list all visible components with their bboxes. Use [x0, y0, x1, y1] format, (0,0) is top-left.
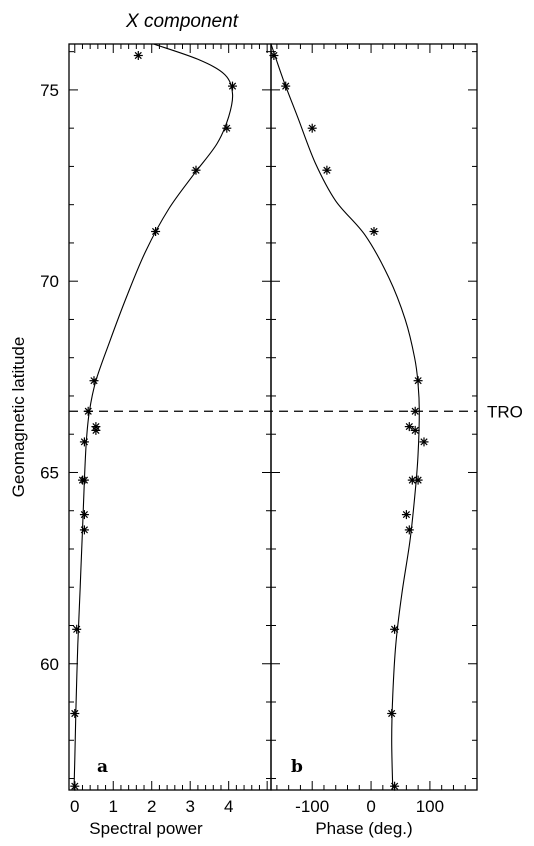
ytick-label: 60 [40, 655, 59, 674]
panel-a-xtick-label: 2 [147, 797, 156, 816]
panel-b-ticks: -100 0 100 [276, 44, 478, 816]
panel-a-point [89, 376, 99, 386]
panel-b-xtick-label: 100 [416, 797, 444, 816]
panel-b-point [419, 437, 429, 447]
panel-b-curve-group [270, 43, 420, 791]
panel-a-frame [68, 43, 272, 791]
panel-b-point [413, 376, 423, 386]
panel-b-point [401, 510, 411, 520]
panel-b-xtick-label: -100 [295, 797, 329, 816]
panel-a-point [72, 624, 82, 634]
panel-b-points [269, 51, 429, 791]
panel-a-point [191, 165, 201, 175]
panel-a-xtick-label: 3 [185, 797, 194, 816]
panel-a-point [79, 510, 89, 520]
panel-b-point [404, 422, 414, 432]
ytick-label: 70 [40, 272, 59, 291]
panel-a-point [151, 227, 161, 236]
panel-a-xtick-label: 4 [224, 797, 233, 816]
panel-a-point [228, 81, 237, 91]
panel-a-point [79, 437, 89, 447]
panel-a-points [70, 51, 237, 791]
panel-a-point [79, 475, 89, 485]
chart-title: X component [125, 11, 239, 32]
panel-a-xlabel: Spectral power [89, 819, 203, 838]
panel-b-frame [270, 43, 478, 791]
panel-a-xtick-label: 0 [70, 797, 79, 816]
tro-label: TRO [487, 402, 523, 421]
panel-a-point [70, 781, 80, 791]
panel-b-curve [270, 43, 420, 791]
panel-a-curve-group [73, 43, 234, 791]
panel-b-point [413, 475, 423, 485]
panel-b-label: b [291, 757, 303, 777]
panel-b-point [307, 123, 317, 133]
panel-a: 60 65 70 75 0 1 2 3 4 a Spectral power Geomagnet… [9, 43, 280, 838]
ylabel: Geomagnetic latitude [9, 337, 28, 498]
panel-a-curve [73, 43, 234, 791]
panel-b-xtick-label: 0 [366, 797, 375, 816]
panel-a-point [133, 51, 143, 60]
panel-a-ticks: 60 65 70 75 0 1 2 3 4 [40, 44, 280, 816]
panel-b-point [404, 525, 414, 535]
panel-a-xtick-label: 1 [109, 797, 118, 816]
panel-b-point [269, 51, 279, 60]
panel-a-point [222, 123, 232, 133]
panel-b-point [281, 81, 291, 91]
panel-b: -100 0 100 b Phase (deg.) [269, 43, 478, 838]
ytick-label: 65 [40, 463, 59, 482]
panel-a-point [79, 525, 89, 535]
panel-b-point [387, 709, 397, 718]
panel-a-point [70, 709, 80, 718]
ytick-label: 75 [40, 81, 59, 100]
panel-b-point [390, 624, 400, 634]
panel-b-point [322, 165, 332, 175]
panel-b-point [410, 425, 420, 435]
panel-b-xlabel: Phase (deg.) [315, 819, 412, 838]
panel-a-point [91, 425, 101, 435]
panel-b-point [390, 781, 400, 791]
panel-b-point [369, 227, 379, 236]
panel-a-label: a [97, 757, 108, 777]
